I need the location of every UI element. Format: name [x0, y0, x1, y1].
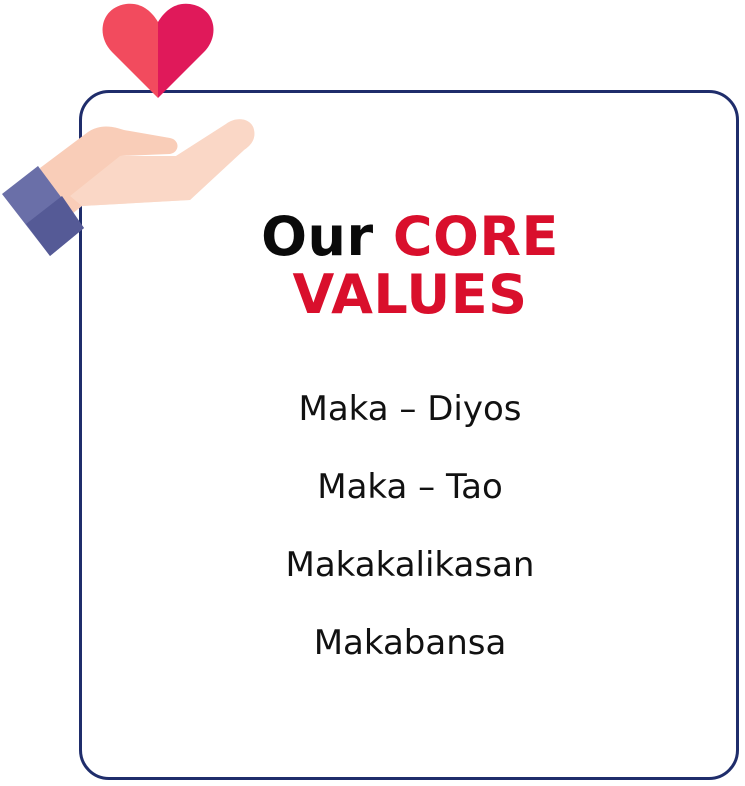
sleeve-cuff-icon	[2, 166, 84, 256]
heading-word-core: CORE	[392, 205, 559, 268]
value-item: Makakalikasan	[285, 545, 535, 585]
hand-holding-heart-icon	[2, 3, 255, 256]
core-values-card	[79, 90, 739, 780]
value-item: Makabansa	[313, 623, 507, 663]
heart-icon	[102, 3, 214, 98]
values-list: Maka – Diyos Maka – Tao Makakalikasan Ma…	[160, 385, 660, 697]
value-item: Maka – Tao	[317, 467, 503, 507]
value-item: Maka – Diyos	[298, 389, 522, 429]
heading-word-our: Our	[261, 205, 374, 268]
hand-icon	[40, 119, 255, 222]
heading-word-values: VALUES	[292, 263, 528, 326]
core-values-heading: Our CORE VALUES	[160, 208, 660, 324]
